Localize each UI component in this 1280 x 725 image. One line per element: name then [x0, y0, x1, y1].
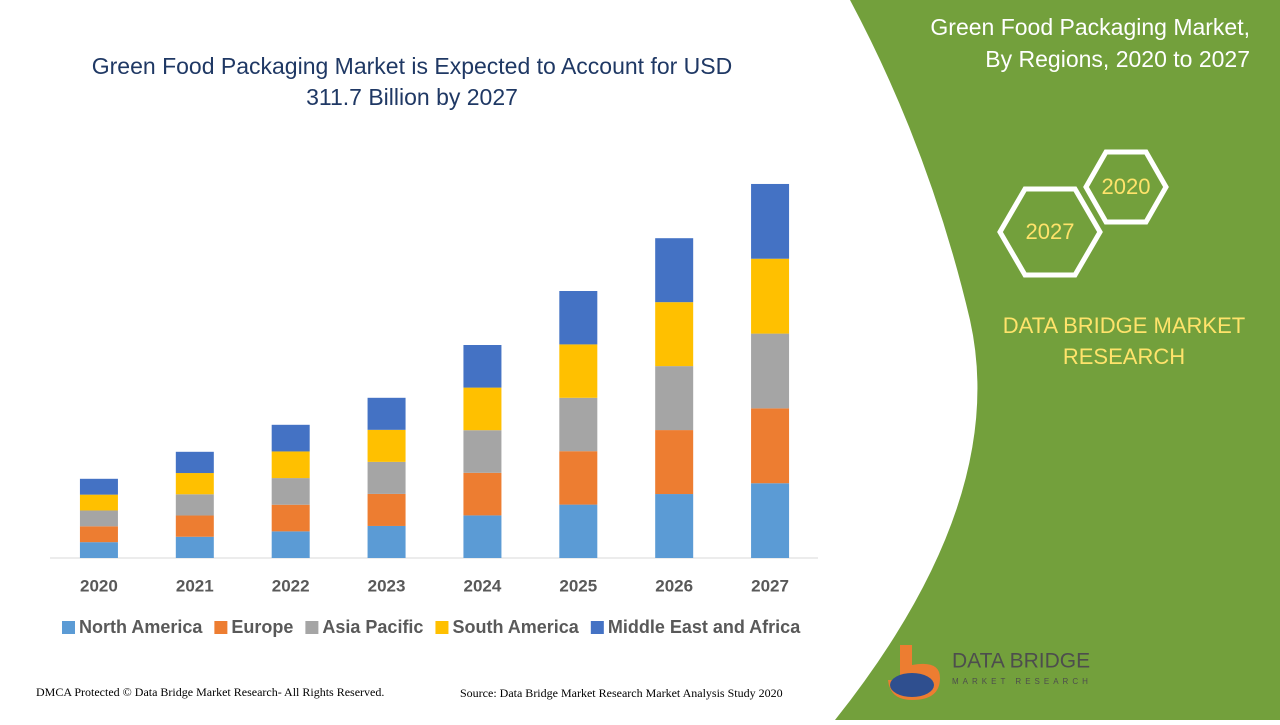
x-tick-label: 2025 — [559, 576, 597, 595]
bar-segment — [655, 302, 694, 367]
bar-segment — [175, 451, 214, 474]
legend-swatch — [590, 621, 604, 634]
chart-title: 311.7 Billion by 2027 — [306, 84, 518, 110]
legend-label: Asia Pacific — [322, 617, 423, 637]
bar-segment — [751, 408, 790, 484]
bar-segment — [559, 504, 598, 558]
legend-label: North America — [79, 617, 203, 637]
bar-segment — [463, 345, 502, 388]
bar-segment — [271, 424, 310, 452]
bar-segment — [559, 291, 598, 345]
bar-segment — [655, 430, 694, 495]
bar-segment — [175, 473, 214, 495]
logo-mark — [890, 673, 934, 697]
bar-segment — [655, 494, 694, 558]
bar-segment — [79, 478, 118, 495]
bar-segment — [367, 397, 406, 430]
logo-name: DATA BRIDGE — [952, 650, 1090, 673]
bar-segment — [751, 333, 790, 409]
legend-label: Middle East and Africa — [608, 617, 801, 637]
bar-segment — [79, 542, 118, 558]
bar-segment — [751, 183, 790, 259]
green-panel — [835, 0, 1280, 720]
bar-segment — [559, 397, 598, 452]
brand-text: RESEARCH — [1063, 344, 1185, 369]
brand-text: DATA BRIDGE MARKET — [1003, 313, 1245, 338]
panel-title: Green Food Packaging Market, — [930, 14, 1250, 40]
bar-segment — [175, 494, 214, 516]
logo-tagline: MARKET RESEARCH — [952, 677, 1092, 686]
bar-segment — [463, 515, 502, 558]
legend-swatch — [62, 621, 75, 634]
legend-swatch — [435, 621, 449, 634]
bar-segment — [559, 451, 598, 505]
hexagon — [997, 186, 1103, 278]
x-tick-label: 2021 — [176, 576, 214, 595]
legend-swatch — [305, 621, 319, 634]
bar-segment — [367, 461, 406, 494]
bar-segment — [559, 344, 598, 398]
bar-segment — [367, 525, 406, 558]
bar-segment — [271, 504, 310, 532]
bar-segment — [463, 430, 502, 473]
x-tick-label: 2024 — [464, 576, 502, 595]
bar-segment — [463, 472, 502, 516]
bar-segment — [367, 493, 406, 526]
legend-label: South America — [452, 617, 579, 637]
hex-label: 2027 — [1026, 219, 1075, 244]
legend-swatch — [214, 621, 228, 634]
hexagon — [1083, 149, 1169, 225]
bar-segment — [751, 483, 790, 558]
bar-segment — [79, 526, 118, 543]
x-tick-label: 2022 — [272, 576, 310, 595]
footer-source: Source: Data Bridge Market Research Mark… — [460, 686, 783, 700]
bar-segment — [271, 531, 310, 558]
hex-label: 2020 — [1102, 174, 1151, 199]
bar-segment — [79, 510, 118, 527]
chart-title: Green Food Packaging Market is Expected … — [92, 53, 733, 79]
x-tick-label: 2023 — [368, 576, 406, 595]
bar-segment — [655, 366, 694, 431]
footer-dmca: DMCA Protected © Data Bridge Market Rese… — [36, 685, 384, 699]
x-tick-label: 2020 — [80, 576, 118, 595]
x-tick-label: 2027 — [751, 576, 789, 595]
bar-segment — [175, 515, 214, 537]
legend-label: Europe — [231, 617, 293, 637]
bar-segment — [79, 494, 118, 511]
bar-segment — [655, 238, 694, 303]
bar-segment — [175, 536, 214, 558]
bar-segment — [463, 387, 502, 431]
bar-segment — [271, 451, 310, 479]
bar-segment — [271, 478, 310, 505]
panel-title: By Regions, 2020 to 2027 — [985, 46, 1250, 72]
bar-segment — [751, 258, 790, 334]
x-tick-label: 2026 — [655, 576, 693, 595]
bar-segment — [367, 429, 406, 462]
